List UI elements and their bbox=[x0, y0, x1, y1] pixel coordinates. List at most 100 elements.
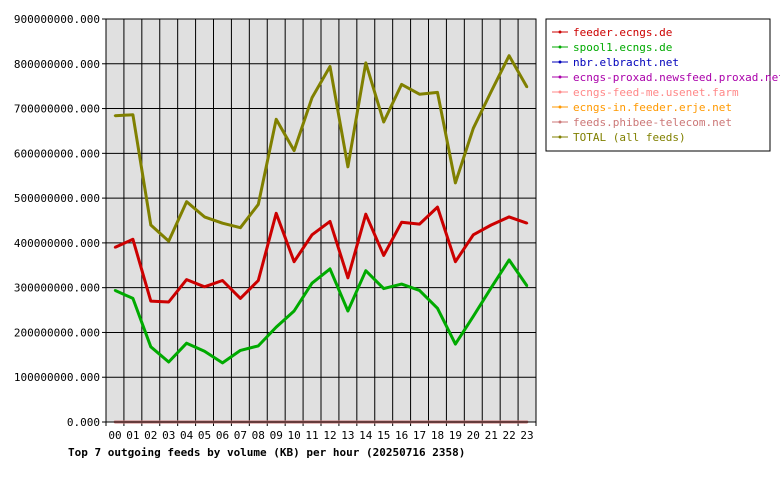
data-point bbox=[418, 289, 421, 292]
data-point bbox=[113, 246, 117, 249]
y-tick-label: 700000000.000 bbox=[14, 103, 100, 116]
data-point bbox=[507, 215, 511, 219]
data-point bbox=[328, 267, 332, 271]
data-point bbox=[239, 349, 242, 352]
data-point bbox=[131, 238, 135, 241]
data-point bbox=[418, 222, 421, 226]
x-tick-label: 02 bbox=[144, 429, 157, 442]
legend-marker bbox=[558, 75, 562, 79]
data-point bbox=[185, 200, 188, 203]
legend-label: ecngs-feed-me.usenet.farm bbox=[573, 86, 739, 99]
data-point bbox=[113, 289, 117, 292]
data-point bbox=[203, 285, 206, 288]
x-tick-label: 00 bbox=[108, 429, 121, 442]
data-point bbox=[436, 91, 439, 94]
data-point bbox=[525, 85, 529, 89]
y-tick-label: 600000000.000 bbox=[14, 147, 100, 160]
data-point bbox=[418, 93, 421, 96]
data-point bbox=[131, 113, 135, 117]
data-point bbox=[239, 226, 242, 229]
data-point bbox=[167, 300, 170, 304]
data-point bbox=[436, 307, 439, 310]
legend-label: TOTAL (all feeds) bbox=[573, 131, 686, 144]
y-axis-ticks: 0.000 100000000.000 200000000.000 300000000… bbox=[14, 13, 106, 429]
data-point bbox=[221, 279, 224, 282]
x-axis-ticks: 00 01 02 03 04 05 06 07 08 09 10 11 12 13 14 15 16 17 18 19… bbox=[105, 422, 537, 442]
chart-title: Top 7 outgoing feeds by volume (KB) per … bbox=[68, 446, 465, 459]
data-point bbox=[400, 282, 403, 286]
data-point bbox=[507, 54, 511, 57]
data-point bbox=[382, 287, 385, 290]
x-tick-label: 22 bbox=[503, 429, 516, 442]
x-tick-label: 20 bbox=[467, 429, 480, 442]
y-tick-label: 500000000.000 bbox=[14, 192, 100, 205]
data-point bbox=[436, 205, 439, 209]
data-point bbox=[454, 181, 457, 185]
data-point bbox=[525, 284, 529, 288]
data-point bbox=[292, 309, 296, 313]
data-point bbox=[454, 260, 457, 263]
data-point bbox=[292, 149, 296, 152]
x-tick-label: 09 bbox=[270, 429, 283, 442]
legend-marker bbox=[558, 120, 562, 124]
data-point bbox=[346, 309, 350, 313]
data-point bbox=[310, 96, 314, 100]
x-tick-label: 15 bbox=[377, 429, 390, 442]
legend-marker bbox=[558, 90, 562, 94]
legend-marker bbox=[558, 105, 562, 109]
data-point bbox=[149, 223, 152, 227]
x-tick-label: 23 bbox=[520, 429, 533, 442]
y-tick-label: 300000000.000 bbox=[14, 282, 100, 295]
data-point bbox=[328, 65, 332, 68]
x-tick-label: 07 bbox=[234, 429, 247, 442]
data-point bbox=[364, 213, 367, 216]
legend-marker bbox=[558, 30, 562, 34]
data-point bbox=[382, 254, 385, 257]
data-point bbox=[472, 315, 475, 318]
data-point bbox=[257, 279, 260, 282]
x-tick-label: 06 bbox=[216, 429, 229, 442]
data-point bbox=[185, 278, 188, 281]
y-tick-label: 100000000.000 bbox=[14, 371, 100, 384]
data-point bbox=[131, 297, 135, 300]
legend-marker bbox=[558, 135, 562, 139]
x-tick-label: 01 bbox=[126, 429, 139, 442]
x-tick-label: 13 bbox=[341, 429, 354, 442]
legend-label: nbr.elbracht.net bbox=[573, 56, 679, 69]
x-tick-label: 12 bbox=[323, 429, 336, 442]
data-point bbox=[382, 120, 385, 124]
data-point bbox=[292, 260, 296, 263]
series-1 bbox=[113, 258, 529, 365]
legend: feeder.ecngs.de spool1.ecngs.de nbr.elbrac… bbox=[545, 18, 780, 152]
data-point bbox=[310, 233, 314, 237]
data-point bbox=[490, 223, 493, 227]
y-tick-label: 800000000.000 bbox=[14, 58, 100, 71]
legend-label: spool1.ecngs.de bbox=[573, 41, 672, 54]
legend-label: ecngs-in.feeder.erje.net bbox=[573, 101, 732, 114]
data-point bbox=[149, 345, 152, 348]
data-point bbox=[346, 165, 350, 168]
legend-label: ecngs-proxad.newsfeed.proxad.net bbox=[573, 71, 780, 84]
data-point bbox=[364, 61, 367, 65]
data-point bbox=[257, 344, 260, 348]
data-point bbox=[149, 299, 152, 303]
y-tick-label: 0.000 bbox=[67, 416, 100, 429]
data-point bbox=[203, 350, 206, 353]
data-point bbox=[167, 239, 170, 243]
series-0 bbox=[113, 205, 529, 304]
data-point bbox=[472, 233, 475, 237]
plot-frame bbox=[105, 18, 537, 423]
x-tick-label: 19 bbox=[449, 429, 462, 442]
data-point bbox=[275, 212, 278, 215]
x-tick-label: 18 bbox=[431, 429, 444, 442]
data-point bbox=[257, 203, 260, 206]
series-line bbox=[114, 54, 529, 243]
x-tick-label: 17 bbox=[413, 429, 426, 442]
data-point bbox=[454, 342, 457, 346]
x-tick-label: 05 bbox=[198, 429, 211, 442]
x-tick-label: 10 bbox=[288, 429, 301, 442]
data-point bbox=[328, 220, 332, 223]
series-line bbox=[114, 205, 528, 304]
